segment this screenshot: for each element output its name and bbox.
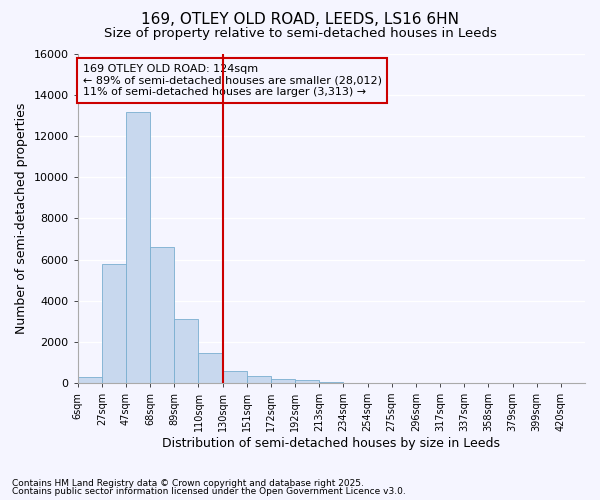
Bar <box>175 319 199 383</box>
Bar <box>126 112 150 383</box>
Text: Contains public sector information licensed under the Open Government Licence v3: Contains public sector information licen… <box>12 487 406 496</box>
Bar <box>247 376 271 383</box>
Text: 169, OTLEY OLD ROAD, LEEDS, LS16 6HN: 169, OTLEY OLD ROAD, LEEDS, LS16 6HN <box>141 12 459 28</box>
Bar <box>150 247 175 383</box>
Bar <box>223 370 247 383</box>
Text: Contains HM Land Registry data © Crown copyright and database right 2025.: Contains HM Land Registry data © Crown c… <box>12 478 364 488</box>
Text: 169 OTLEY OLD ROAD: 124sqm
← 89% of semi-detached houses are smaller (28,012)
11: 169 OTLEY OLD ROAD: 124sqm ← 89% of semi… <box>83 64 382 97</box>
Bar <box>199 353 223 383</box>
Bar <box>295 380 319 383</box>
Y-axis label: Number of semi-detached properties: Number of semi-detached properties <box>15 103 28 334</box>
X-axis label: Distribution of semi-detached houses by size in Leeds: Distribution of semi-detached houses by … <box>163 437 500 450</box>
Bar <box>271 379 295 383</box>
Bar <box>78 376 102 383</box>
Text: Size of property relative to semi-detached houses in Leeds: Size of property relative to semi-detach… <box>104 28 496 40</box>
Bar <box>319 382 343 383</box>
Bar <box>102 264 126 383</box>
